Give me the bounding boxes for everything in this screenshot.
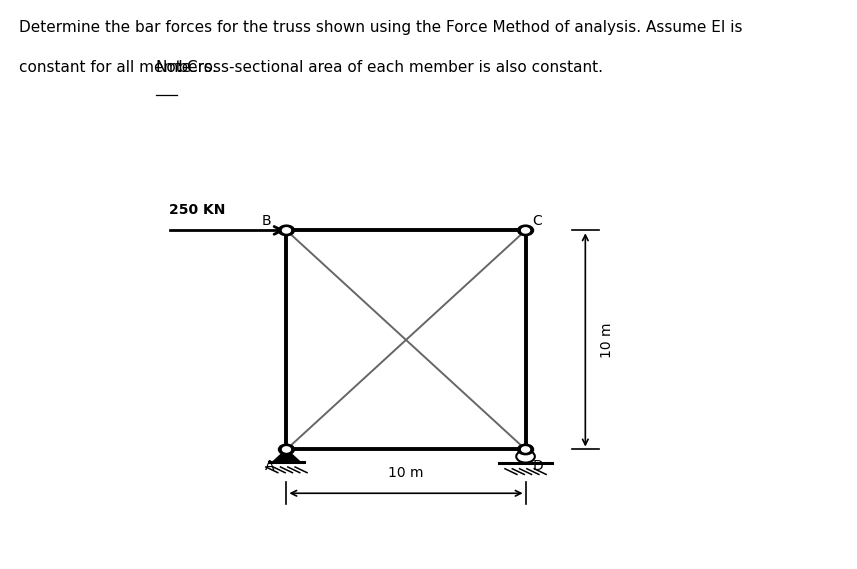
Text: : Cross-sectional area of each member is also constant.: : Cross-sectional area of each member is… [177, 60, 603, 75]
Text: 250 KN: 250 KN [169, 203, 225, 217]
Text: 10 m: 10 m [388, 466, 423, 480]
Text: Determine the bar forces for the truss shown using the Force Method of analysis.: Determine the bar forces for the truss s… [19, 20, 742, 35]
Text: B: B [261, 214, 272, 228]
Circle shape [283, 228, 291, 233]
Text: D: D [532, 459, 542, 473]
Circle shape [279, 225, 295, 236]
Polygon shape [273, 450, 300, 461]
Text: constant for all members.: constant for all members. [19, 60, 222, 75]
Text: Note: Note [156, 60, 192, 75]
Circle shape [279, 444, 295, 455]
Circle shape [518, 444, 534, 455]
Circle shape [283, 447, 291, 452]
Text: A: A [265, 459, 274, 473]
Circle shape [518, 225, 534, 236]
Circle shape [522, 228, 530, 233]
Circle shape [522, 447, 530, 452]
Text: 10 m: 10 m [600, 322, 614, 358]
Text: C: C [533, 214, 542, 228]
